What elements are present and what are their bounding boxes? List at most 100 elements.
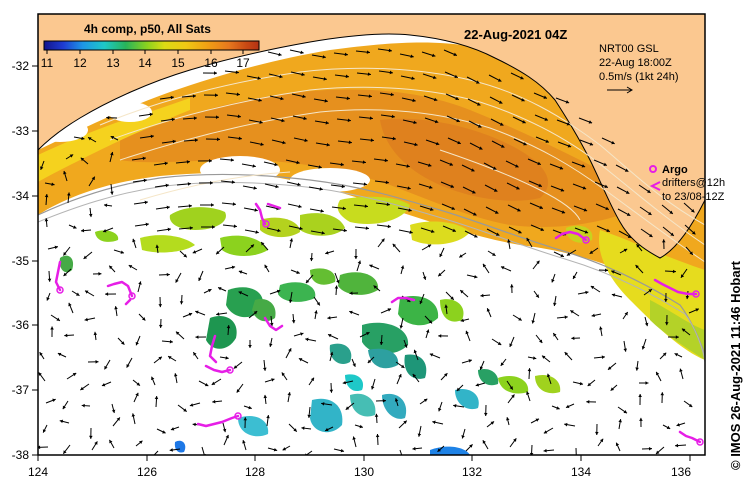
current-vector-head <box>131 413 136 417</box>
current-vector-head <box>280 96 284 101</box>
colorbar-title: 4h comp, p50, All Sats <box>84 22 211 36</box>
current-vector-head <box>373 285 378 289</box>
current-vector-head <box>149 112 153 117</box>
current-vector-head <box>84 290 89 294</box>
current-vector-head <box>186 160 190 164</box>
current-vector-head <box>565 100 570 104</box>
x-tick-label: 136 <box>671 465 691 479</box>
current-vector-head <box>89 435 93 439</box>
current-vector-head <box>403 420 407 425</box>
current-vector-head <box>518 317 522 321</box>
current-vector-head <box>570 310 574 314</box>
current-vector-head <box>483 412 488 416</box>
current-vector-head <box>110 191 114 195</box>
current-vector-head <box>91 176 95 181</box>
current-vector-head <box>341 184 345 189</box>
current-vector-head <box>242 440 246 444</box>
current-vector-head <box>192 250 197 254</box>
current-vector-head <box>252 164 256 168</box>
current-vector-head <box>305 279 310 284</box>
bathymetry-contour <box>38 173 705 356</box>
current-vector-head <box>497 78 502 82</box>
current-vector-head <box>264 264 268 269</box>
colorbar-tick: 15 <box>171 56 185 70</box>
current-vector-head <box>412 98 416 103</box>
current-vector-head <box>38 372 42 376</box>
current-vector-head <box>521 98 525 102</box>
model-time: 22-Aug 18:00Z <box>599 57 672 69</box>
current-vector-head <box>322 55 326 59</box>
current-vectors <box>38 48 700 455</box>
current-vector-head <box>236 92 240 97</box>
current-vector-head <box>150 134 154 139</box>
scale-arrow-icon <box>607 86 633 94</box>
current-vector-head <box>368 94 372 98</box>
current-vector-head <box>304 138 308 143</box>
current-vector-head <box>273 447 278 452</box>
current-vector-head <box>676 423 680 427</box>
current-vector-head <box>80 386 84 391</box>
current-vector-head <box>276 289 281 294</box>
current-vector-head <box>507 239 511 243</box>
current-vector-head <box>691 231 696 235</box>
current-vector-head <box>282 447 287 451</box>
current-vector-head <box>450 296 454 300</box>
current-vector-head <box>665 322 669 326</box>
current-vector-head <box>586 400 590 404</box>
current-vector-head <box>553 302 557 306</box>
current-vector-head <box>469 444 473 448</box>
current-vector-head <box>325 121 329 125</box>
current-vector-head <box>105 292 109 296</box>
current-vector-head <box>406 298 411 302</box>
current-vector-head <box>269 343 273 347</box>
current-vector-head <box>605 206 609 211</box>
drifters-label: drifters@12h <box>662 177 725 189</box>
yellow-shelf-band <box>38 98 190 182</box>
current-vector-head <box>400 265 405 269</box>
current-vector-head <box>527 368 532 372</box>
current-vector-head <box>695 308 699 312</box>
current-vector-head <box>384 158 388 163</box>
current-vector-head <box>560 253 564 258</box>
argo-legend-icon <box>649 165 657 173</box>
current-vector-head <box>189 403 194 407</box>
current-vector-head <box>138 281 142 285</box>
current-vector-head <box>258 98 262 102</box>
current-vector-head <box>497 341 502 345</box>
current-vector-head <box>216 137 220 142</box>
argo-label: Argo <box>662 164 688 176</box>
current-vector-head <box>231 265 236 270</box>
current-vector-head <box>589 142 594 146</box>
x-tick-label: 134 <box>571 465 591 479</box>
current-vector-head <box>522 120 526 124</box>
current-vector-head <box>412 446 416 451</box>
current-vector-head <box>471 168 475 172</box>
current-vector-head <box>394 398 399 402</box>
current-vector-head <box>342 206 346 211</box>
current-vector-head <box>275 184 279 189</box>
current-vector-head <box>135 341 139 346</box>
current-vector-head <box>278 52 282 57</box>
current-vector-head <box>404 344 408 348</box>
current-vector-head <box>460 318 465 323</box>
current-vector-head <box>681 328 686 332</box>
land-mass <box>38 14 705 258</box>
current-vector-head <box>279 74 283 79</box>
current-vector-head <box>62 405 66 410</box>
current-vector-head <box>120 250 124 254</box>
y-axis: -32 -33 -34 -35 -36 -37 -38 <box>12 59 38 462</box>
current-vector-head <box>564 352 569 356</box>
current-vector-head <box>546 373 551 378</box>
current-vector-head <box>172 139 176 144</box>
current-vector-head <box>409 230 413 234</box>
current-vector-head <box>473 212 477 216</box>
current-vector-head <box>310 377 314 382</box>
current-vector-head <box>349 310 353 315</box>
current-vector-head <box>51 182 55 187</box>
current-vector-head <box>480 293 484 298</box>
current-vector-head <box>255 230 259 234</box>
current-vector-head <box>354 255 358 259</box>
current-vector-head <box>535 294 539 298</box>
current-vector-head <box>474 274 478 279</box>
current-vector-head <box>688 403 693 407</box>
